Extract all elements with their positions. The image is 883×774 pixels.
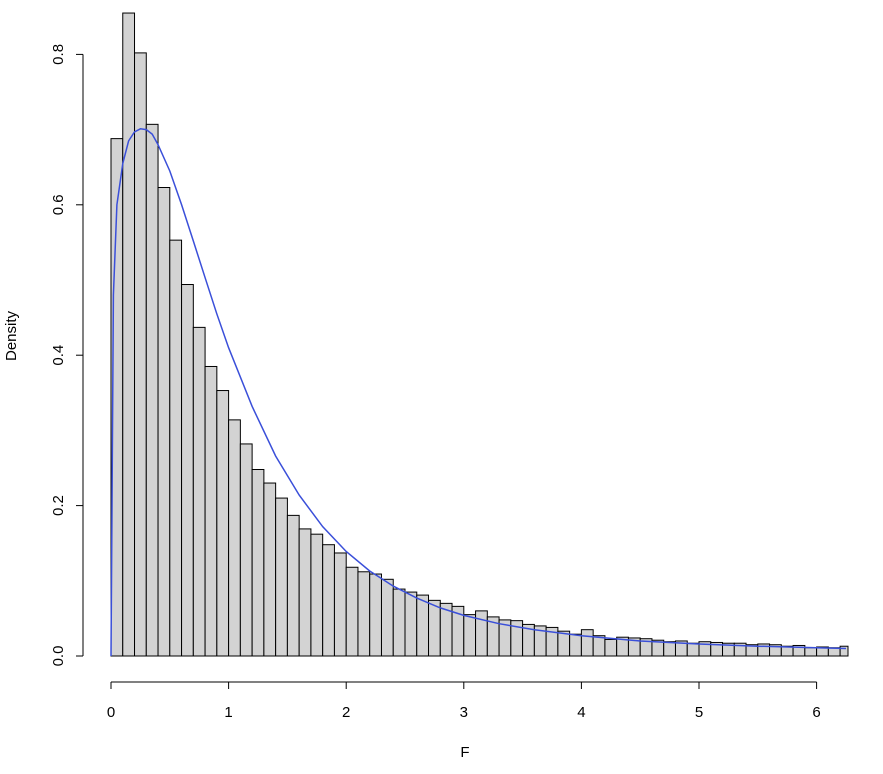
x-tick-label: 3: [460, 704, 468, 721]
histogram-bar: [345, 566, 359, 657]
histogram-bar: [322, 544, 335, 657]
y-tick-label: 0.6: [50, 194, 67, 215]
histogram-bar: [404, 591, 418, 657]
histogram-bar: [663, 641, 676, 657]
histogram-bar: [157, 187, 171, 657]
histogram-bar: [804, 647, 818, 657]
y-tick-label: 0.8: [50, 44, 67, 65]
x-axis: 0 1 2 3 4 5 6: [107, 681, 821, 721]
y-tick-label: 0.0: [50, 646, 67, 667]
histogram-bar: [392, 588, 406, 657]
density-curve: [110, 128, 847, 657]
histogram-bar: [569, 633, 582, 657]
histogram-bar: [428, 599, 441, 657]
histogram-bar: [380, 578, 394, 657]
x-tick-label: 4: [577, 704, 585, 721]
histogram-bar: [592, 635, 606, 657]
histogram-bar: [475, 610, 488, 657]
histogram-bar: [286, 514, 300, 657]
histogram-bar: [416, 594, 430, 657]
histogram-bar: [686, 642, 700, 657]
x-tick-label: 5: [695, 704, 703, 721]
histogram-bar: [192, 326, 206, 657]
x-axis-label: F: [460, 744, 469, 761]
histogram-bar: [275, 497, 288, 657]
histogram-bar: [333, 552, 347, 657]
histogram-bar: [298, 528, 312, 657]
histogram-bar: [239, 443, 253, 657]
histogram-bar: [604, 638, 618, 657]
x-tick-label: 2: [342, 704, 350, 721]
histogram-bar: [263, 482, 277, 657]
histogram-bars: [110, 12, 849, 657]
y-axis: 0.0 0.2 0.4 0.6 0.8: [50, 44, 84, 667]
histogram-bar: [839, 645, 849, 657]
histogram-bar: [134, 52, 147, 657]
y-axis-label: Density: [3, 310, 20, 361]
histogram-bar: [228, 419, 241, 657]
histogram-bar: [357, 571, 371, 657]
histogram-bar: [463, 614, 477, 657]
histogram-bar: [204, 365, 218, 657]
histogram-bar: [216, 390, 230, 657]
histogram-bar: [369, 573, 382, 657]
histogram-bar: [145, 123, 159, 657]
y-tick-label: 0.4: [50, 345, 67, 366]
histogram-bar: [122, 12, 136, 657]
x-tick-label: 1: [224, 704, 232, 721]
x-tick-label: 0: [107, 704, 115, 721]
histogram-bar: [310, 533, 324, 657]
x-tick-label: 6: [812, 704, 820, 721]
y-tick-label: 0.2: [50, 495, 67, 516]
histogram-bar: [251, 469, 265, 657]
histogram-bar: [580, 629, 594, 657]
histogram-bar: [169, 239, 183, 657]
histogram-bar: [557, 630, 571, 657]
histogram-bar: [181, 284, 194, 657]
